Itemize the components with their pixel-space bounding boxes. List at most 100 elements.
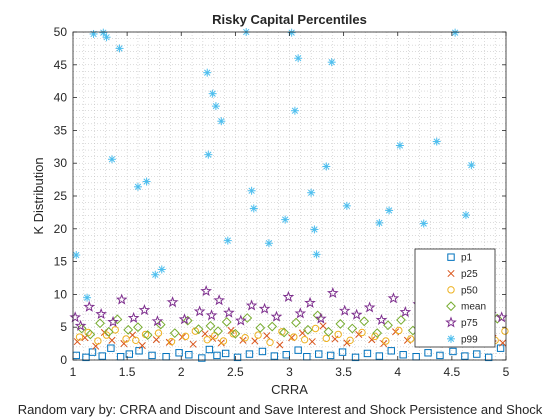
data-point-p50 (84, 328, 92, 337)
data-point-p1 (258, 347, 267, 356)
data-point-p75 (258, 302, 271, 314)
data-point-mean (302, 324, 313, 335)
data-point-p25 (263, 332, 271, 340)
data-point-p50 (203, 335, 211, 344)
data-point-mean (213, 326, 223, 337)
data-point-mean (123, 324, 134, 335)
data-point-p75 (69, 311, 81, 323)
data-point-p75 (387, 292, 400, 304)
chart-caption: Random vary by: CRRA and Discount and Sa… (18, 402, 543, 417)
data-point-p99 (451, 28, 460, 37)
data-point-p1 (148, 351, 156, 360)
data-point-p75 (213, 294, 225, 306)
data-point-p25 (331, 335, 339, 343)
data-point-p75 (127, 311, 140, 323)
data-point-mean (221, 317, 232, 327)
data-point-p75 (245, 299, 258, 311)
data-point-mean (133, 322, 143, 333)
y-tick-label: 35 (54, 123, 68, 137)
data-point-p25 (368, 336, 376, 344)
data-point-p99 (327, 58, 336, 67)
data-point-p99 (115, 44, 124, 53)
x-tick-label: 1 (70, 365, 77, 379)
data-point-p25 (319, 322, 327, 330)
data-point-p99 (294, 54, 303, 63)
y-axis-label: K Distribution (31, 157, 46, 234)
data-point-p50 (300, 335, 309, 344)
legend-marker-p99 (447, 334, 455, 343)
x-tick-label: 2 (178, 365, 185, 379)
data-point-p1 (326, 351, 335, 360)
data-point-p99 (375, 218, 384, 227)
data-point-p50 (382, 337, 390, 345)
data-point-p99 (264, 239, 273, 248)
data-point-p50 (254, 331, 262, 339)
data-point-p99 (247, 186, 256, 195)
data-point-p99 (107, 155, 116, 164)
data-point-p75 (363, 301, 376, 313)
data-point-mean (396, 315, 406, 325)
legend-marker-p25 (447, 269, 455, 278)
data-point-p1 (449, 347, 457, 356)
data-point-p1 (98, 352, 106, 360)
data-point-p1 (387, 347, 395, 355)
data-point-p1 (294, 346, 302, 354)
data-point-mean (103, 326, 114, 337)
data-point-p1 (424, 349, 432, 357)
data-point-p75 (350, 308, 363, 320)
data-point-p50 (132, 336, 140, 345)
data-point-p25 (120, 340, 128, 348)
data-point-p99 (133, 182, 142, 191)
data-point-p99 (223, 236, 232, 245)
data-point-p1 (82, 353, 90, 362)
data-point-p25 (308, 338, 316, 346)
data-point-p50 (311, 324, 320, 333)
data-point-p99 (310, 225, 319, 234)
data-point-p75 (294, 307, 307, 319)
data-point-p99 (151, 270, 160, 279)
data-point-p75 (166, 296, 179, 308)
data-point-p1 (484, 353, 493, 362)
data-point-p99 (385, 206, 394, 215)
y-tick-label: 25 (54, 189, 68, 203)
data-point-p50 (407, 335, 415, 343)
data-point-p25 (152, 336, 160, 344)
data-point-p1 (282, 351, 290, 359)
data-point-p99 (211, 102, 220, 111)
data-point-p1 (205, 345, 214, 354)
data-point-p99 (217, 117, 226, 126)
data-point-p75 (151, 315, 164, 327)
data-point-p75 (95, 307, 107, 320)
data-point-p1 (221, 349, 230, 358)
data-point-mean (112, 314, 123, 325)
data-point-mean (267, 321, 278, 332)
data-point-p1 (315, 350, 323, 358)
data-point-mean (85, 329, 96, 340)
data-point-p99 (395, 141, 404, 150)
data-point-p75 (495, 311, 508, 323)
data-point-mean (359, 316, 370, 327)
legend-entry-p99: p99 (447, 334, 478, 345)
data-point-p99 (157, 265, 166, 274)
data-point-p50 (111, 326, 119, 334)
data-point-p1 (270, 352, 279, 360)
data-point-p99 (203, 68, 212, 77)
legend-marker-mean (446, 301, 456, 312)
y-tick-label: 0 (60, 353, 67, 367)
x-tick-label: 5 (503, 365, 510, 379)
data-point-mean (242, 313, 253, 323)
data-point-p75 (205, 309, 218, 321)
data-point-p99 (467, 161, 476, 170)
data-point-p75 (234, 314, 247, 326)
legend-marker-p75 (445, 316, 457, 328)
data-point-p75 (338, 304, 351, 316)
data-point-p1 (399, 351, 407, 359)
data-point-p50 (346, 336, 354, 345)
data-point-p75 (315, 312, 327, 324)
data-point-p50 (167, 337, 176, 346)
y-tick-label: 30 (54, 156, 68, 170)
x-tick-label: 2.5 (227, 365, 244, 379)
legend-label: p75 (461, 318, 478, 329)
data-point-p50 (229, 330, 237, 338)
